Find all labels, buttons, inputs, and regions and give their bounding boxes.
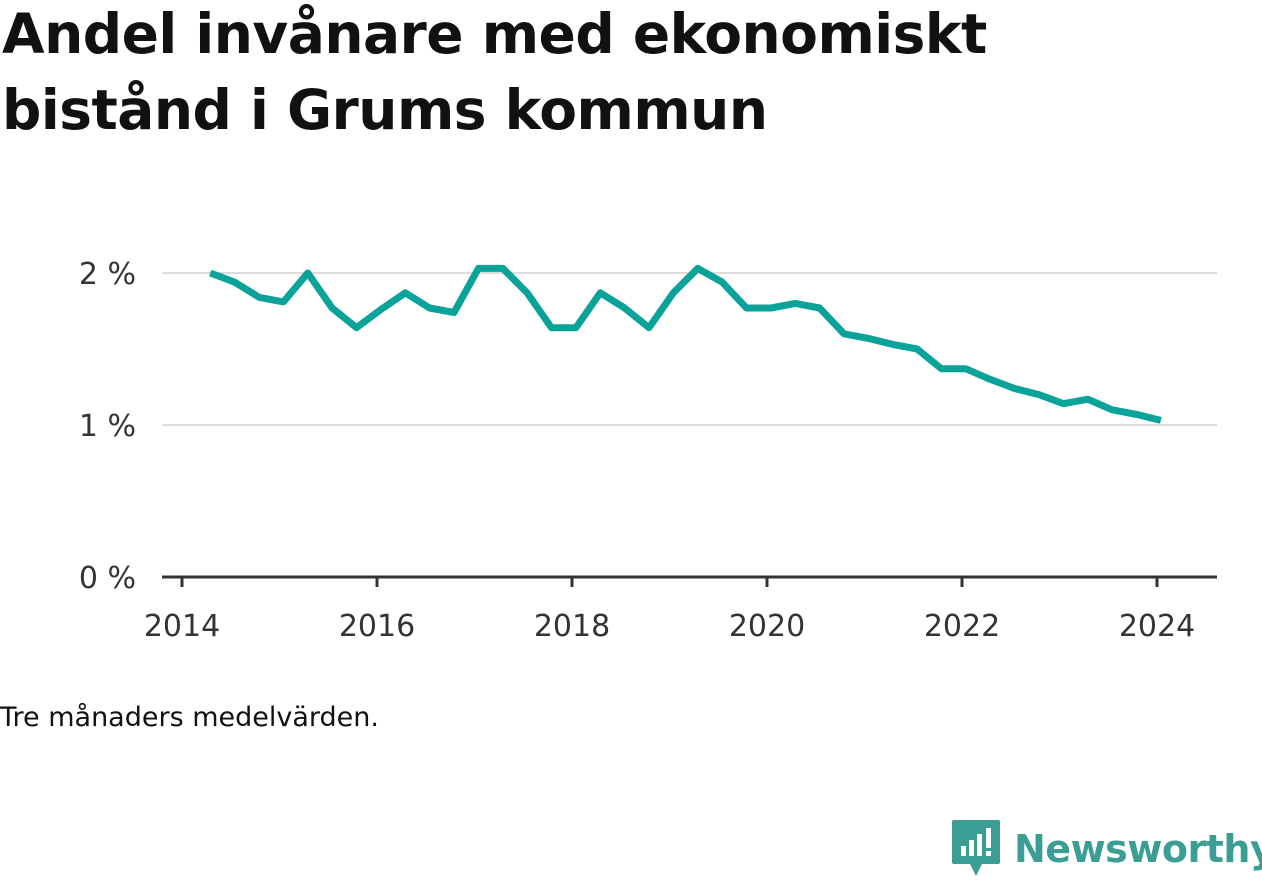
series-line — [209, 264, 1162, 424]
x-tick-label: 2018 — [534, 609, 610, 644]
y-tick-label: 1 % — [79, 409, 136, 444]
x-tick-label: 2024 — [1119, 609, 1195, 644]
brand-logo: Newsworthy — [950, 818, 1262, 880]
y-tick-label: 2 % — [79, 257, 136, 292]
x-tick-label: 2014 — [144, 609, 220, 644]
x-tick-label: 2016 — [339, 609, 415, 644]
series-lines — [209, 264, 1162, 424]
brand-name: Newsworthy — [1014, 827, 1262, 871]
chart-title: Andel invånare med ekonomiskt bistånd i … — [2, 2, 987, 142]
x-tick-label: 2020 — [729, 609, 805, 644]
chart-caption: Tre månaders medelvärden. — [0, 702, 379, 733]
x-axis: 2014 2016 2018 2020 2022 2024 — [144, 575, 1217, 644]
y-tick-label: 0 % — [79, 561, 136, 596]
x-tick-label: 2022 — [924, 609, 1000, 644]
newsworthy-logo-icon — [952, 820, 1000, 876]
y-axis-labels: 0 % 1 % 2 % — [79, 257, 136, 596]
